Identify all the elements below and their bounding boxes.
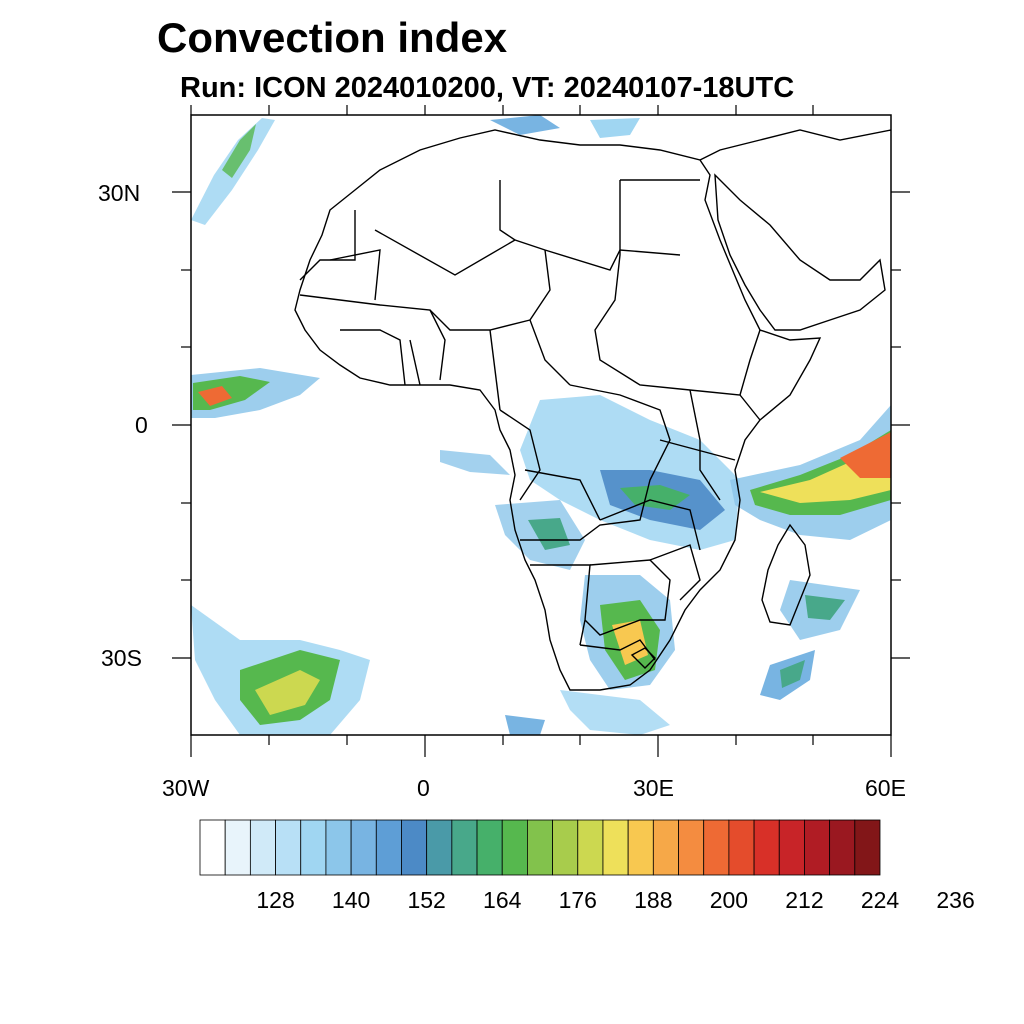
convection-area-south-africa-peak bbox=[612, 620, 648, 665]
colorbar-swatch bbox=[350, 819, 377, 876]
lon-label-0: 0 bbox=[417, 775, 430, 801]
colorbar-swatch bbox=[451, 819, 478, 876]
colorbar-swatch bbox=[602, 819, 629, 876]
border-sudan bbox=[594, 180, 691, 391]
convection-area-south-tip bbox=[505, 715, 545, 735]
colorbar-swatch bbox=[829, 819, 856, 876]
colorbar-swatch bbox=[728, 819, 755, 876]
lon-label-60e: 60E bbox=[865, 775, 906, 801]
colorbar-label: 200 bbox=[709, 887, 749, 913]
convection-area-central-green bbox=[620, 485, 690, 510]
border-central-vertical bbox=[499, 180, 516, 241]
lesotho bbox=[630, 647, 656, 669]
colorbar-label: 224 bbox=[860, 887, 900, 913]
colorbar-swatch bbox=[476, 819, 503, 876]
colorbar-swatch bbox=[325, 819, 352, 876]
border-cameroon bbox=[489, 329, 501, 411]
lat-label-30n: 30N bbox=[98, 180, 141, 206]
lat-label-30s: 30S bbox=[101, 645, 142, 671]
border-somalia bbox=[739, 329, 761, 396]
convection-area-angola-core bbox=[528, 518, 570, 550]
convection-field bbox=[191, 115, 891, 735]
colorbar-label: 212 bbox=[785, 887, 824, 913]
arabia-north bbox=[699, 129, 891, 161]
colorbar-label: 152 bbox=[407, 887, 446, 913]
colorbar-swatch bbox=[703, 819, 730, 876]
colorbar-swatch bbox=[527, 819, 553, 876]
colorbar-label: 176 bbox=[558, 887, 597, 913]
border-guinea bbox=[340, 329, 406, 386]
colorbar-swatch bbox=[426, 819, 453, 876]
colorbar-label: 128 bbox=[256, 887, 295, 913]
lat-label-0: 0 bbox=[135, 412, 148, 438]
border-zambia bbox=[599, 499, 701, 551]
convection-area-med-east bbox=[590, 118, 640, 138]
africa-coastline bbox=[294, 129, 822, 691]
colorbar-swatch bbox=[627, 819, 654, 876]
lon-label-30e: 30E bbox=[633, 775, 674, 801]
colorbar-swatch bbox=[804, 819, 831, 876]
border-ghana bbox=[409, 339, 421, 386]
colorbar bbox=[199, 819, 881, 876]
border-drc bbox=[520, 384, 671, 541]
colorbar-swatch bbox=[577, 819, 604, 876]
colorbar-swatch bbox=[275, 819, 302, 876]
border-zimbabwe bbox=[649, 544, 701, 601]
colorbar-swatch bbox=[552, 819, 579, 876]
colorbar-swatch bbox=[501, 819, 528, 876]
chart-title: Convection index bbox=[157, 14, 508, 61]
border-west bbox=[299, 294, 531, 331]
colorbar-swatch bbox=[401, 819, 428, 876]
arabia-coastline bbox=[714, 173, 886, 331]
colorbar-label: 164 bbox=[483, 887, 522, 913]
border-north bbox=[299, 210, 356, 281]
colorbar-swatch bbox=[778, 819, 805, 876]
border-east-lakes bbox=[689, 389, 721, 501]
colorbar-label: 236 bbox=[936, 887, 975, 913]
lon-label-30w: 30W bbox=[162, 775, 210, 801]
border-nigeria bbox=[429, 309, 446, 381]
border-congo bbox=[499, 409, 541, 501]
border-ethiopia bbox=[689, 389, 761, 421]
convection-area-mediterranean bbox=[490, 115, 560, 135]
convection-area-congo-west bbox=[440, 450, 510, 475]
colorbar-label: 188 bbox=[634, 887, 673, 913]
colorbar-swatch bbox=[199, 819, 226, 876]
border-sahara bbox=[374, 229, 681, 276]
tick-marks bbox=[172, 105, 910, 757]
colorbar-swatch bbox=[753, 819, 780, 876]
colorbar-swatch bbox=[249, 819, 276, 876]
border-tanzania bbox=[659, 439, 736, 461]
coastline-borders bbox=[294, 129, 891, 691]
colorbar-swatch bbox=[854, 819, 881, 876]
border-mauritania bbox=[329, 249, 381, 301]
colorbar-swatch bbox=[224, 819, 251, 876]
border-angola bbox=[524, 469, 601, 521]
convection-area-south-streak bbox=[560, 690, 670, 735]
convection-area-gulf-peak bbox=[198, 386, 232, 406]
convection-area-nw-core bbox=[222, 124, 256, 178]
convection-area-indian-peak bbox=[840, 432, 891, 478]
border-namibia bbox=[530, 564, 591, 646]
madagascar-coastline bbox=[761, 523, 811, 626]
colorbar-swatch bbox=[300, 819, 327, 876]
colorbar-swatch bbox=[678, 819, 705, 876]
convection-area-southeast-core bbox=[780, 660, 805, 688]
border-chad bbox=[529, 249, 571, 386]
convection-area-sw-yellow bbox=[255, 670, 320, 715]
colorbar-label: 140 bbox=[331, 887, 371, 913]
colorbar-swatch bbox=[652, 819, 679, 876]
chart-subtitle: Run: ICON 2024010200, VT: 20240107-18UTC bbox=[180, 72, 795, 104]
colorbar-swatch bbox=[375, 819, 402, 876]
convection-area-madagascar-core bbox=[805, 595, 845, 620]
